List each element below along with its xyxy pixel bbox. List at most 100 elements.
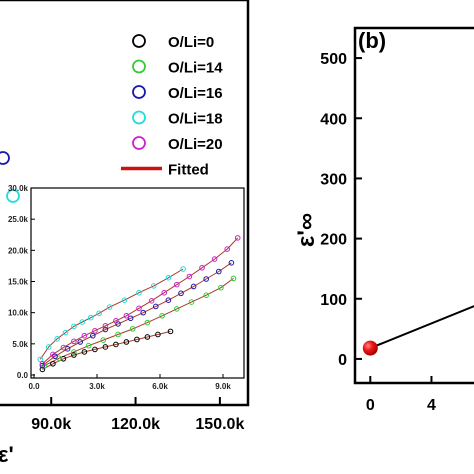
inset-data-point [134, 336, 140, 343]
inset-data-point [81, 349, 88, 355]
left-x-tick-label: 150.0k [195, 416, 244, 433]
inset-data-point [178, 290, 184, 297]
right-y-axis-label: ε'∞ [293, 213, 320, 247]
right-y-tick-label: 400 [320, 111, 347, 128]
inset-data-point [79, 319, 86, 325]
inset-data-point [165, 297, 172, 304]
inset-data-point [174, 306, 180, 312]
inset-data-point [234, 235, 241, 241]
legend-circle-marker [132, 85, 146, 99]
inset-data-point [77, 339, 83, 345]
inset-data-point [102, 344, 109, 350]
inset-x-tick-label: 6.0k [152, 382, 168, 391]
inset-data-point [144, 319, 151, 326]
legend-label: O/Li=16 [168, 85, 223, 102]
inset-data-point [37, 356, 44, 363]
inset-data-point [39, 362, 46, 369]
inset-data-point [100, 337, 107, 343]
inset-data-point [159, 312, 165, 319]
data-point-sphere [362, 340, 378, 356]
inset-data-point [150, 283, 157, 289]
inset-data-point [54, 336, 60, 342]
legend-circle-marker [132, 110, 146, 125]
right-y-tick-label: 100 [320, 292, 347, 309]
inset-data-point [153, 303, 159, 310]
right-x-tick-label: 4 [427, 397, 436, 414]
inset-data-point [144, 334, 151, 340]
inset-y-tick-label: 30.0k [8, 184, 29, 193]
inset-data-point [167, 328, 174, 335]
inset-data-point [71, 352, 77, 358]
inset-data-point [136, 289, 142, 296]
left-x-axis-label: ε' [0, 442, 14, 467]
legend-label: O/Li=20 [168, 136, 223, 153]
main-data-point [6, 189, 20, 203]
inset-data-point [45, 344, 52, 350]
legend: O/Li=0 O/Li=14 O/Li=16 O/Li=18 O/Li=20 Fitted [121, 34, 223, 179]
inset-data-point [136, 305, 142, 312]
inset-data-point [224, 246, 230, 252]
inset-data-point [113, 317, 119, 324]
main-data-point [0, 151, 10, 165]
legend-label: O/Li=0 [168, 34, 214, 51]
inset-data-point [188, 299, 195, 305]
legend-label: Fitted [168, 162, 209, 179]
legend-circle-marker [132, 34, 146, 48]
series-line [369, 305, 474, 350]
legend-circle-marker [132, 59, 146, 74]
left-x-tick-label: 90.0k [31, 416, 71, 433]
inset-data-point [50, 351, 56, 358]
inset-data-points [37, 235, 241, 373]
inset-y-tick-label: 0.0 [17, 371, 29, 380]
right-y-tick-label: 0 [338, 352, 347, 369]
legend-label: O/Li=18 [168, 111, 223, 128]
fitted-line [42, 262, 232, 367]
inset-data-point [203, 292, 209, 299]
inset-x-tick-label: 3.0k [89, 382, 105, 391]
inset-x-ticks: 0.0 3.0k 6.0k 9.0k [28, 374, 231, 391]
left-plot-frame [0, 0, 250, 407]
inset-data-point [96, 310, 102, 317]
inset-x-tick-label: 9.0k [215, 382, 231, 391]
inset-data-point [148, 298, 155, 304]
right-x-tick-label: 0 [366, 397, 375, 414]
inset-data-point [102, 326, 109, 333]
inset-data-point [218, 284, 224, 291]
right-y-ticks: 0 100 200 300 400 500 [320, 51, 362, 369]
inset-data-point [127, 315, 134, 322]
left-panel: 90.0k 120.0k 150.0k ε' O/Li=0 O/Li=14 O/Li=1… [0, 0, 250, 467]
inset-data-point [186, 273, 193, 280]
inset-data-point [123, 312, 130, 319]
inset-data-point [71, 338, 77, 345]
inset-y-tick-label: 15.0k [8, 278, 29, 287]
inset-data-point [155, 331, 161, 338]
inset-data-point [140, 309, 146, 316]
inset-data-point [121, 297, 128, 304]
inset-data-point [228, 260, 235, 266]
inset-data-point [230, 275, 237, 282]
inset-data-point [71, 323, 77, 330]
inset-y-tick-label: 10.0k [8, 309, 29, 318]
inset-data-point [62, 329, 69, 336]
right-plot-frame [353, 26, 474, 385]
left-x-ticks: 90.0k 120.0k 150.0k [31, 397, 244, 433]
inset-data-point [123, 339, 130, 345]
inset-data-point [90, 332, 96, 339]
inset-data-point [211, 256, 218, 262]
inset-x-tick-label: 0.0 [28, 382, 40, 391]
legend-label: O/Li=14 [168, 60, 223, 77]
inset-data-point [199, 264, 205, 271]
inset-data-point [165, 274, 172, 281]
left-x-tick-label: 120.0k [111, 416, 160, 433]
inset-data-point [92, 327, 98, 334]
inset-data-point [203, 276, 209, 282]
legend-circle-marker [132, 136, 146, 150]
inset-data-point [85, 342, 92, 349]
inset-data-point [216, 268, 222, 275]
fitted-line [42, 330, 171, 370]
inset-data-point [129, 326, 136, 332]
inset-data-point [71, 349, 77, 355]
inset-y-tick-label: 20.0k [8, 246, 29, 255]
